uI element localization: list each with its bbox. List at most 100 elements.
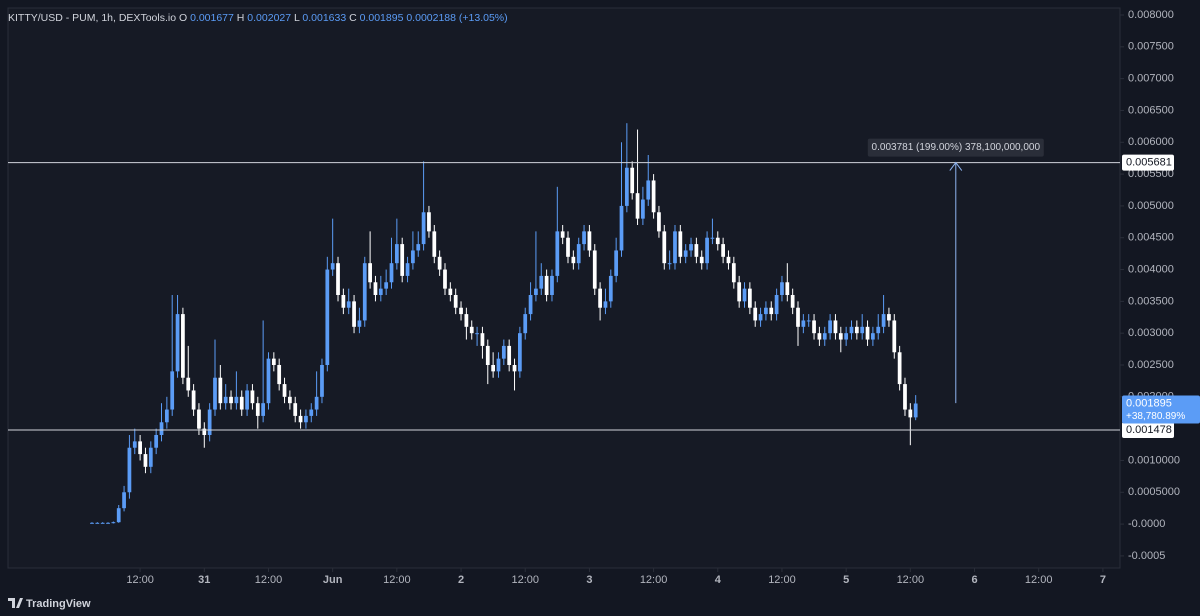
candle-body xyxy=(475,333,479,335)
ohlc-letter: C xyxy=(349,12,357,24)
candle-body xyxy=(689,244,693,251)
ohlc-letter: O xyxy=(179,12,187,24)
measure-label-box xyxy=(867,138,1044,157)
y-tick-label: 0.0010000 xyxy=(1128,454,1180,466)
candle-body xyxy=(598,288,602,308)
candle-body xyxy=(726,256,731,264)
candle-body xyxy=(731,263,736,283)
y-tick-label: 0.003500 xyxy=(1128,295,1174,307)
ohlc-letter: L xyxy=(294,12,300,24)
y-tick-label: 0.004500 xyxy=(1128,232,1174,244)
ohlc-value: 0.001633 xyxy=(302,12,346,24)
candle-body xyxy=(635,193,640,219)
candle-body xyxy=(218,377,223,404)
candle-body xyxy=(897,352,902,385)
candle-body xyxy=(346,301,351,308)
candle-body xyxy=(357,320,362,327)
y-tick-label: 0.003000 xyxy=(1128,327,1174,339)
candle-body xyxy=(352,301,356,327)
candle-body xyxy=(245,390,249,410)
candle-body xyxy=(587,231,592,251)
y-tick-label: 0.007500 xyxy=(1128,41,1174,53)
change-percent: (+13.05%) xyxy=(459,12,508,24)
candle-body xyxy=(806,320,811,322)
candle-body xyxy=(277,365,282,385)
candle-body xyxy=(443,269,447,289)
price-label: 0.005681 xyxy=(1126,156,1172,168)
candle-body xyxy=(512,365,517,372)
candle-body xyxy=(662,231,667,264)
candle-body xyxy=(314,396,319,410)
candle-body xyxy=(250,390,255,404)
candle-body xyxy=(769,307,774,315)
logo-mark xyxy=(8,598,23,608)
legend-title: KITTY/USD - PUM, 1h, DEXTools.io xyxy=(8,12,176,24)
candle-body xyxy=(181,314,185,378)
candle-body xyxy=(405,263,410,276)
candle-body xyxy=(491,365,496,372)
x-tick-label: 3 xyxy=(586,574,592,586)
candle-body xyxy=(710,237,715,239)
candle-body xyxy=(384,282,389,289)
x-tick-label: 5 xyxy=(843,574,849,586)
candle-body xyxy=(298,415,303,423)
candle-body xyxy=(261,403,266,416)
candle-body xyxy=(614,250,619,276)
candle-body xyxy=(571,256,576,264)
candle-body xyxy=(849,326,854,334)
candle-body xyxy=(459,307,463,315)
candle-body xyxy=(785,282,790,295)
candle-body xyxy=(742,288,747,302)
candle-body xyxy=(705,237,709,264)
candle-body xyxy=(576,244,581,264)
y-tick-label: 0.006000 xyxy=(1128,136,1174,148)
x-tick-label: 2 xyxy=(458,574,464,586)
candle-body xyxy=(437,256,442,270)
y-tick-label: -0.0005 xyxy=(1128,550,1165,562)
candle-body xyxy=(282,384,287,397)
x-tick-label: 6 xyxy=(971,574,977,586)
candle-body xyxy=(159,422,164,435)
candle-body xyxy=(758,314,763,321)
candle-body xyxy=(624,167,629,206)
candle-body xyxy=(887,314,891,321)
candle-body xyxy=(812,320,816,334)
candle-body xyxy=(881,314,886,327)
candle-body xyxy=(828,320,832,334)
candle-body xyxy=(480,333,485,346)
candle-body xyxy=(694,244,699,257)
y-tick-label: 0.007000 xyxy=(1128,73,1174,85)
change-value: 0.0002188 xyxy=(406,12,456,24)
candle-body xyxy=(213,377,217,410)
candle-body xyxy=(876,326,881,334)
candle-body xyxy=(164,409,169,423)
x-tick-label: 4 xyxy=(715,574,722,586)
candle-body xyxy=(100,522,105,524)
x-tick-label: Jun xyxy=(323,574,343,586)
y-tick-label: 0.005500 xyxy=(1128,168,1174,180)
plot-pane xyxy=(7,7,1121,569)
candle-body xyxy=(560,231,565,238)
candle-body xyxy=(127,447,132,493)
candle-body xyxy=(539,275,544,289)
candle-body xyxy=(603,301,608,308)
y-tick-label: 0.006500 xyxy=(1128,104,1174,116)
candle-body xyxy=(116,508,121,523)
candle-body xyxy=(747,288,752,308)
candle-body xyxy=(528,295,533,315)
candle-body xyxy=(111,522,116,524)
candle-body xyxy=(657,212,661,232)
candle-body xyxy=(774,295,779,315)
last-price-box xyxy=(1122,395,1200,424)
candle-body xyxy=(207,409,212,435)
candle-body xyxy=(427,212,431,232)
candle-body xyxy=(651,180,656,213)
candle-body xyxy=(288,396,292,404)
candle-body xyxy=(860,326,865,334)
candle-body xyxy=(453,295,458,308)
candle-body xyxy=(641,199,645,219)
candle-body xyxy=(555,231,560,276)
candle-body xyxy=(523,314,528,334)
